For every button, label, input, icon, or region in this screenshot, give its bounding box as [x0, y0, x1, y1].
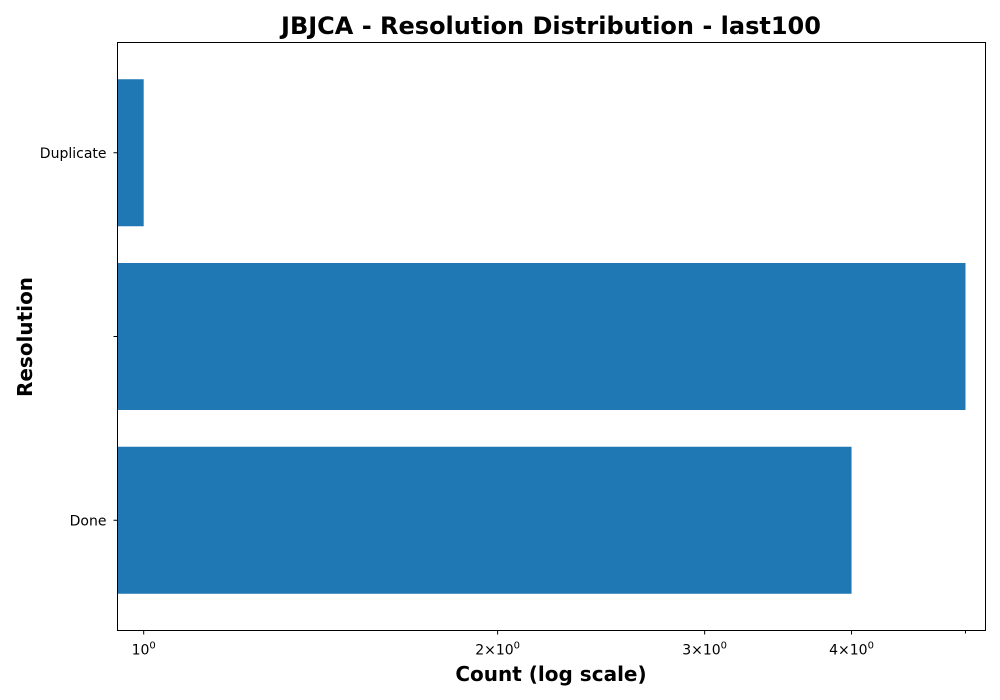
y-tick-label: Duplicate [40, 146, 107, 162]
y-axis-label: Resolution [13, 277, 37, 397]
x-axis-label: Count (log scale) [455, 662, 646, 686]
x-axis: 100 2×100 3×100 4×100 [132, 630, 966, 659]
bar-done [117, 446, 852, 594]
x-tick-label: 100 [132, 641, 156, 659]
plot-frame [117, 42, 986, 631]
x-tick-label: 2×100 [475, 641, 520, 659]
x-tick-label: 4×100 [829, 641, 874, 659]
chart-title: JBJCA - Resolution Distribution - last10… [279, 12, 821, 40]
y-tick-label: Done [70, 513, 107, 529]
bars-group [117, 79, 966, 594]
bar-duplicate [117, 79, 144, 227]
y-axis: Duplicate Done [40, 146, 118, 529]
bar-unlabeled [117, 263, 966, 410]
x-tick-label: 3×100 [682, 641, 727, 659]
